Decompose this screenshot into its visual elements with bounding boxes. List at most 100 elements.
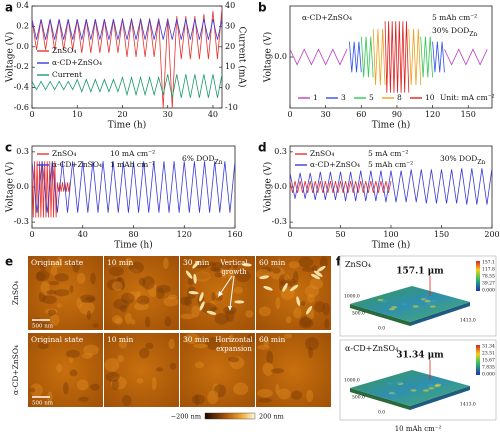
afm-texture	[50, 261, 63, 268]
afm-texture	[54, 273, 69, 282]
row-label: ZnSO₄	[11, 281, 20, 305]
afm-texture	[117, 277, 123, 282]
x-tick-label: 40	[208, 110, 218, 119]
annotation: 5 mAh cm⁻²	[368, 160, 413, 169]
annotation: 1 mAh cm⁻²	[110, 160, 155, 169]
y-axis-label: Voltage (V)	[263, 162, 274, 213]
afm-texture	[56, 303, 62, 308]
afm-texture	[121, 292, 135, 304]
afm-texture	[167, 294, 178, 300]
afm-texture	[277, 388, 291, 400]
legend-label: 3	[341, 93, 346, 102]
afm-texture	[56, 363, 63, 373]
afm-texture	[271, 368, 285, 374]
afm-texture	[195, 264, 208, 269]
afm-texture	[193, 343, 209, 349]
afm-texture	[324, 318, 330, 329]
afm-texture	[155, 284, 171, 294]
frame-label: 30 min	[183, 335, 209, 344]
afm-texture	[213, 384, 227, 398]
legend-label: α-CD+ZnSO₄	[52, 58, 102, 67]
afm-texture	[227, 268, 235, 281]
panel-label: e	[5, 255, 13, 269]
afm-texture	[142, 276, 155, 290]
afm-texture	[83, 344, 99, 356]
afm-texture	[163, 257, 169, 270]
afm-texture	[121, 395, 132, 407]
x-tick-label: 90	[392, 110, 402, 119]
annotation-main: 30% DOD	[440, 154, 477, 163]
afm-texture	[266, 350, 274, 365]
afm-texture	[306, 293, 315, 303]
surface-texture	[430, 299, 437, 303]
afm-texture	[233, 382, 249, 396]
data-line	[32, 8, 222, 108]
x-tick-label: 150	[461, 110, 476, 119]
annotation: α-CD+ZnSO₄	[302, 13, 352, 22]
afm-texture	[194, 394, 200, 406]
annotation-main: 1 mAh cm⁻²	[110, 160, 155, 169]
scale-bar-label: 500 nm	[32, 324, 54, 330]
afm-texture	[117, 355, 125, 363]
x-axis-label: Time (h)	[372, 120, 410, 131]
afm-texture	[214, 313, 229, 325]
afm-texture	[257, 398, 273, 403]
arrow-head	[218, 291, 223, 297]
x-tick-label: 120	[425, 110, 440, 119]
surface-texture	[410, 389, 417, 392]
afm-texture	[285, 316, 292, 324]
afm-flake	[193, 273, 197, 284]
afm-flake	[282, 282, 288, 292]
afm-texture	[40, 281, 50, 295]
y-tick-label: -0.2	[14, 62, 29, 71]
afm-texture	[105, 371, 120, 382]
surface-side	[350, 388, 410, 410]
surface-texture	[429, 305, 436, 308]
y2-axis-label: Current (mA)	[237, 27, 248, 88]
annotation-sub: Zn	[214, 159, 222, 166]
legend-label: α-CD+ZnSO₄	[310, 160, 360, 169]
afm-texture	[169, 362, 177, 370]
afm-texture	[114, 317, 123, 325]
afm-texture	[38, 291, 46, 303]
annotation-sub: Zn	[477, 159, 485, 166]
colorbar-min: −200 nm	[171, 413, 201, 421]
legend-label: ZnSO₄	[52, 46, 76, 55]
afm-texture	[38, 342, 49, 350]
y2-tick-label: 0	[225, 83, 230, 92]
afm-texture	[235, 270, 251, 283]
y-tick-label: 0.3	[274, 147, 287, 156]
afm-texture	[305, 337, 319, 351]
axis-number: 500.0	[352, 311, 365, 317]
afm-flake	[259, 275, 270, 279]
afm-flake	[199, 301, 205, 311]
x-tick-label: 120	[177, 230, 192, 239]
afm-texture	[119, 281, 125, 290]
x-tick-label: 0	[29, 110, 34, 119]
annotation-main: 10 mA cm⁻²	[110, 149, 155, 158]
annotation-main: 5 mAh cm⁻²	[432, 13, 477, 22]
y-tick-label: -0.6	[14, 103, 29, 112]
y-tick-label: 0.4	[16, 1, 29, 10]
afm-texture	[306, 389, 314, 403]
afm-texture	[81, 352, 93, 359]
annotation: expansion	[216, 345, 252, 353]
afm-texture	[130, 319, 136, 325]
afm-texture	[289, 278, 296, 286]
afm-texture	[211, 291, 216, 301]
afm-texture	[111, 315, 123, 324]
afm-texture	[48, 280, 60, 286]
frame-label: 60 min	[259, 335, 285, 344]
afm-texture	[104, 358, 120, 372]
afm-texture	[214, 272, 224, 278]
afm-texture	[232, 260, 239, 269]
annotation: 6% DODZn	[182, 154, 223, 166]
afm-texture	[309, 278, 324, 290]
afm-flake	[241, 263, 252, 267]
afm-texture	[36, 270, 50, 281]
axis-number: 1000.0	[344, 378, 360, 384]
annotation-main: 30% DOD	[432, 26, 469, 35]
colorbar-tick: 0.000	[482, 288, 495, 294]
afm-texture	[214, 291, 220, 299]
